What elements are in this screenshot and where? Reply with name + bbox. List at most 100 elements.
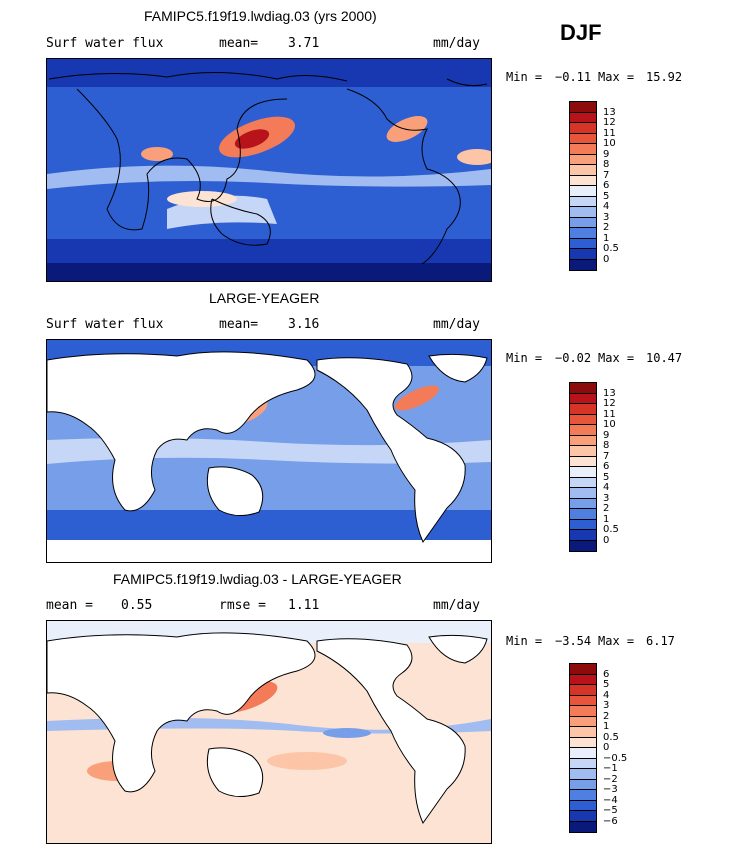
colorbar-swatch bbox=[570, 112, 596, 123]
colorbar-tick-label: 2 bbox=[603, 503, 610, 514]
colorbar-tick-label: 12 bbox=[603, 398, 616, 409]
antarctic-mask bbox=[47, 540, 491, 562]
colorbar-swatch bbox=[570, 685, 596, 696]
colorbar-tick-label: 7 bbox=[603, 450, 610, 462]
colorbar-swatch bbox=[570, 144, 596, 155]
colorbar-tick-label: 11 bbox=[603, 408, 616, 420]
panel1-min-label: Min = bbox=[506, 70, 543, 84]
colorbar-tick-label: 7 bbox=[603, 169, 610, 181]
panel2-max-value: 10.47 bbox=[646, 351, 683, 365]
arabian-max bbox=[141, 147, 173, 161]
colorbar-swatch bbox=[570, 217, 596, 228]
colorbar-swatch bbox=[570, 165, 596, 176]
panel2-map bbox=[46, 339, 492, 563]
colorbar-swatch bbox=[570, 530, 596, 541]
panel3-colorbar bbox=[569, 663, 597, 833]
colorbar-swatch bbox=[570, 695, 596, 706]
colorbar-swatch bbox=[570, 477, 596, 488]
colorbar-tick-label: 2 bbox=[603, 710, 610, 722]
panel3-mean-value: 0.55 bbox=[121, 598, 153, 613]
panel1-variable: Surf water flux bbox=[46, 36, 164, 51]
colorbar-tick-label: 0 bbox=[603, 742, 610, 753]
colorbar-swatch bbox=[570, 674, 596, 685]
colorbar-swatch bbox=[570, 737, 596, 748]
colorbar-tick-label: 6 bbox=[603, 461, 610, 472]
land-masks bbox=[47, 632, 488, 824]
panel1-max-label: Max = bbox=[598, 70, 635, 84]
east-pacific-diff-min bbox=[323, 728, 371, 738]
greenland-land bbox=[428, 634, 488, 664]
itcz-band bbox=[47, 165, 491, 189]
panel2-title: LARGE-YEAGER bbox=[209, 290, 320, 306]
colorbar-swatch bbox=[570, 175, 596, 186]
colorbar-swatch bbox=[570, 238, 596, 249]
kuroshio-core bbox=[234, 129, 270, 149]
colorbar-swatch bbox=[570, 414, 596, 425]
arctic-band bbox=[47, 59, 491, 87]
eurasia-africa-land bbox=[47, 351, 316, 512]
colorbar-tick-label: 13 bbox=[603, 106, 616, 118]
colorbar-swatch bbox=[570, 207, 596, 218]
colorbar-swatch bbox=[570, 727, 596, 738]
australia-land bbox=[206, 747, 264, 797]
colorbar-swatch bbox=[570, 383, 596, 394]
americas-land bbox=[316, 357, 466, 543]
panel3-rmse-label: rmse = bbox=[219, 598, 266, 613]
colorbar-tick-label: 0 bbox=[603, 253, 610, 265]
colorbar-tick-label: 6 bbox=[603, 668, 610, 680]
colorbar-tick-label: 5 bbox=[603, 471, 610, 483]
colorbar-tick-label: 9 bbox=[603, 429, 610, 441]
colorbar-swatch bbox=[570, 228, 596, 239]
colorbar-tick-label: −4 bbox=[603, 794, 618, 806]
colorbar-tick-label: 9 bbox=[603, 148, 610, 160]
colorbar-tick-label: 8 bbox=[603, 159, 610, 170]
americas-land bbox=[316, 638, 466, 824]
gulfstream-max bbox=[386, 116, 428, 142]
colorbar-tick-label: 10 bbox=[603, 138, 616, 149]
panel3-map-svg bbox=[47, 621, 491, 843]
colorbar-swatch bbox=[570, 446, 596, 457]
panel3-mean-label: mean = bbox=[46, 598, 93, 613]
colorbar-tick-label: 0.5 bbox=[603, 731, 619, 743]
colorbar-swatch bbox=[570, 102, 596, 113]
eurasia-africa-land bbox=[47, 632, 316, 793]
panel2-colorbar bbox=[569, 382, 597, 552]
panel3-min-label: Min = bbox=[506, 634, 543, 648]
colorbar-tick-label: 4 bbox=[603, 482, 610, 493]
colorbar-tick-label: 13 bbox=[603, 387, 616, 399]
australia-land bbox=[206, 466, 264, 516]
colorbar-tick-label: 3 bbox=[603, 492, 610, 504]
panel1-map-svg bbox=[47, 59, 491, 281]
colorbar-tick-label: 1 bbox=[603, 232, 610, 244]
colorbar-swatch bbox=[570, 519, 596, 530]
colorbar-swatch bbox=[570, 196, 596, 207]
colorbar-swatch bbox=[570, 779, 596, 790]
panel1-title: FAMIPC5.f19f19.lwdiag.03 (yrs 2000) bbox=[144, 8, 377, 24]
colorbar-tick-label: 6 bbox=[603, 180, 610, 191]
colorbar-swatch bbox=[570, 706, 596, 717]
colorbar-swatch bbox=[570, 716, 596, 727]
colorbar-swatch bbox=[570, 404, 596, 415]
colorbar-tick-label: 10 bbox=[603, 419, 616, 430]
panel2-min-value: −0.02 bbox=[555, 351, 592, 365]
colorbar-tick-label: 5 bbox=[603, 190, 610, 202]
colorbar-tick-label: −5 bbox=[603, 805, 618, 816]
colorbar-swatch bbox=[570, 498, 596, 509]
colorbar-tick-label: 8 bbox=[603, 440, 610, 451]
colorbar-swatch bbox=[570, 186, 596, 197]
colorbar-swatch bbox=[570, 425, 596, 436]
colorbar-tick-label: 0 bbox=[603, 534, 610, 546]
australia-coast bbox=[210, 198, 271, 246]
colorbar-swatch bbox=[570, 769, 596, 780]
colorbar-swatch bbox=[570, 821, 596, 832]
panel1-units: mm/day bbox=[433, 36, 480, 51]
colorbar-tick-label: 1 bbox=[603, 513, 610, 525]
colorbar-tick-label: −1 bbox=[603, 763, 618, 774]
colorbar-tick-label: 1 bbox=[603, 721, 610, 732]
panel2-min-label: Min = bbox=[506, 351, 543, 365]
indian-max bbox=[167, 191, 237, 207]
colorbar-swatch bbox=[570, 467, 596, 478]
colorbar-swatch bbox=[570, 456, 596, 467]
panel1-mean-value: 3.71 bbox=[288, 36, 320, 51]
colorbar-tick-label: 0.5 bbox=[603, 243, 619, 254]
